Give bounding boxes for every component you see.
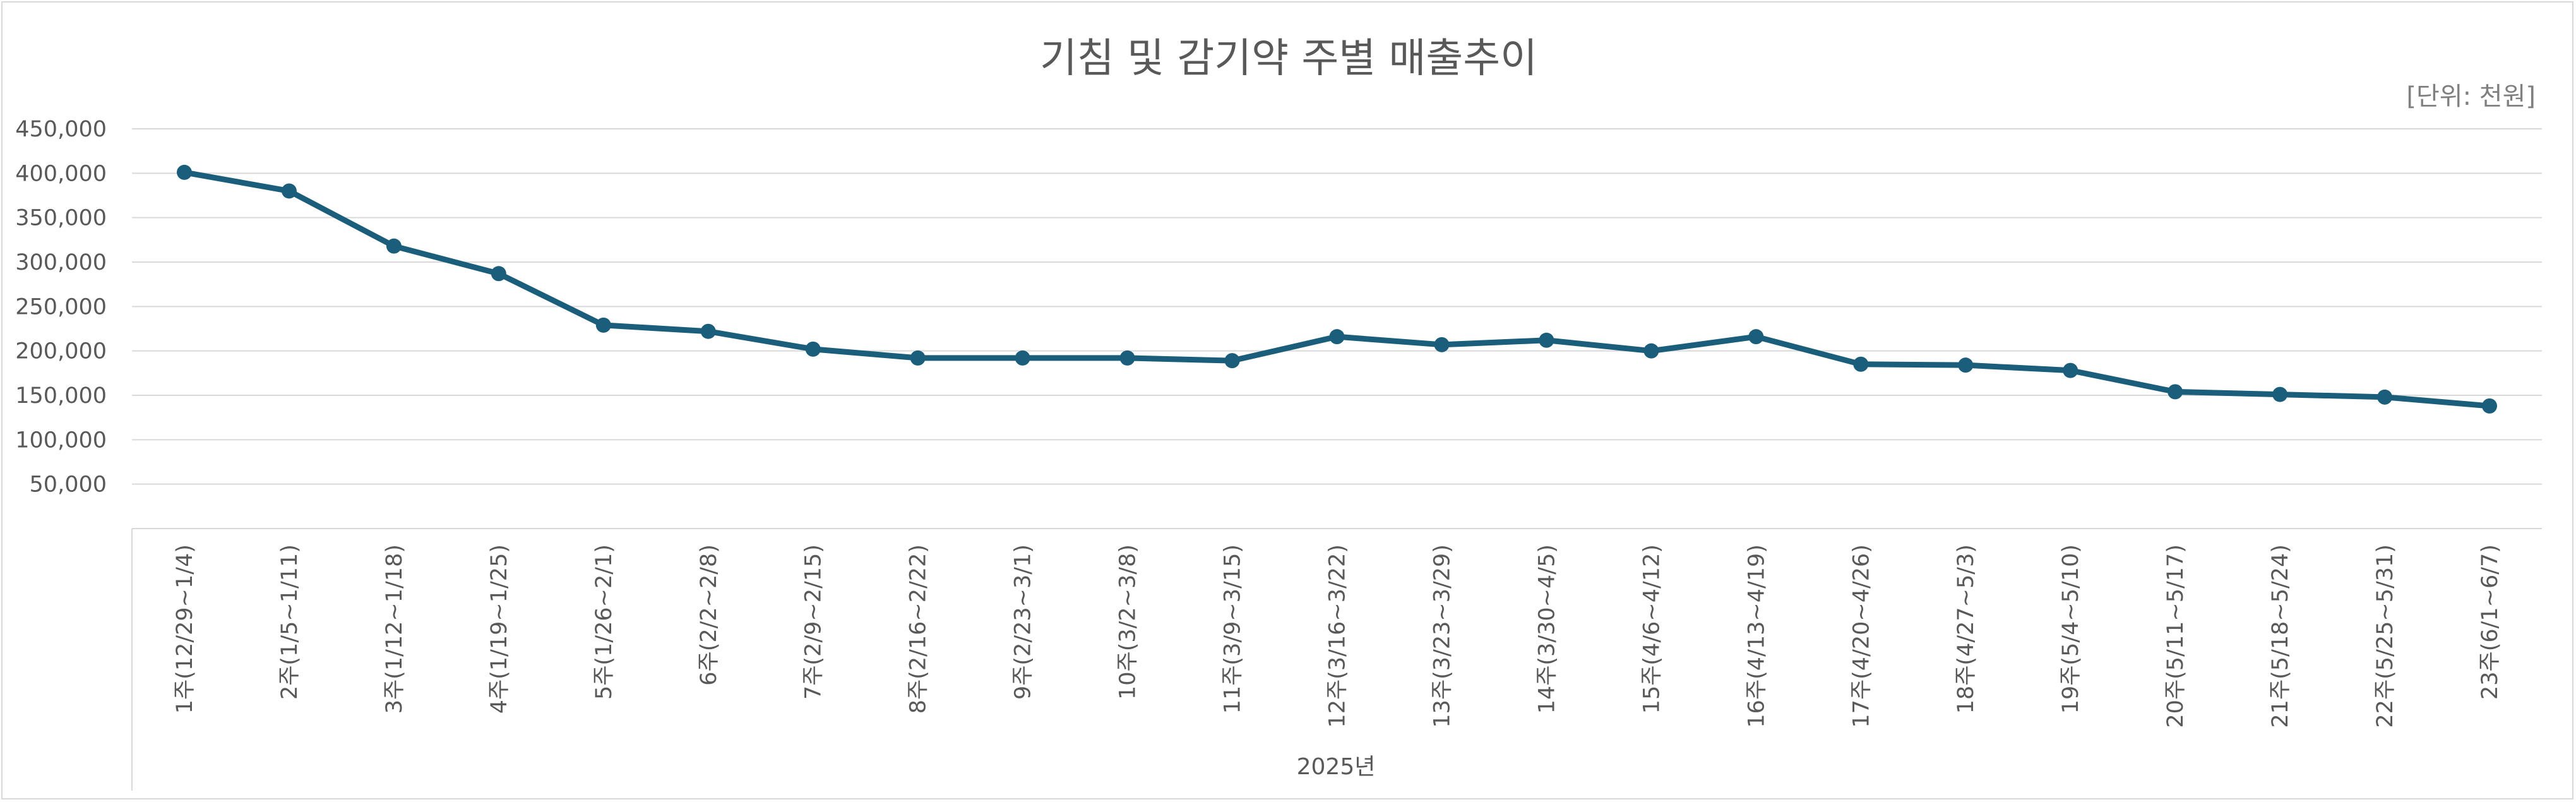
data-point: [1748, 329, 1764, 345]
data-point: [1224, 353, 1240, 369]
data-point: [1119, 350, 1135, 366]
y-tick-label: 250,000: [15, 294, 107, 320]
y-tick-label: 100,000: [15, 428, 107, 453]
x-tick-label: 18주(4/27~5/3): [1953, 544, 1979, 714]
x-tick-label: 17주(4/20~4/26): [1849, 544, 1874, 728]
series-polyline: [181, 169, 2493, 409]
chart-title: 기침 및 감기약 주별 매출추이: [1040, 35, 1537, 82]
y-tick-label: 350,000: [15, 206, 107, 231]
x-tick-label: 19주(5/4~5/10): [2058, 544, 2084, 714]
y-tick-label: 400,000: [15, 161, 107, 186]
x-tick-label: 12주(3/16~3/22): [1325, 544, 1351, 728]
unit-note: [단위: 천원]: [2406, 82, 2536, 111]
data-point: [1015, 350, 1030, 366]
y-tick-label: 200,000: [15, 339, 107, 364]
data-point: [2377, 389, 2393, 405]
x-tick-label: 14주(3/30~4/5): [1534, 544, 1559, 714]
series-line: [176, 164, 2498, 414]
data-point: [176, 164, 192, 180]
x-tick-label: 21주(5/18~5/24): [2268, 544, 2293, 728]
data-point: [2063, 362, 2078, 378]
x-tick-label: 10주(3/2~3/8): [1116, 544, 1141, 700]
x-tick-label: 3주(1/12~1/18): [382, 544, 407, 714]
x-tick-label: 20주(5/11~5/17): [2163, 544, 2188, 728]
x-tick-label: 7주(2/9~2/15): [801, 544, 826, 700]
x-tick-label: 16주(4/13~4/19): [1744, 544, 1769, 728]
x-tick-label: 6주(2/2~2/8): [696, 544, 722, 686]
line-chart: 기침 및 감기약 주별 매출추이 [단위: 천원] 450,000 400,000…: [15, 35, 2542, 791]
data-point: [386, 238, 402, 254]
data-point: [281, 183, 297, 199]
x-tick-label: 8주(2/16~2/22): [906, 544, 931, 714]
data-point: [491, 266, 506, 282]
x-tick-label: 23주(6/1~6/7): [2478, 544, 2503, 700]
x-tick-label: 13주(3/23~3/29): [1429, 544, 1455, 728]
x-axis: 1주(12/29~1/4) 2주(1/5~1/11) 3주(1/12~1/18) 4주…: [131, 528, 2542, 791]
data-point: [595, 317, 611, 333]
y-tick-label: 50,000: [30, 472, 107, 498]
gridlines: [132, 128, 2542, 485]
y-tick-label: 300,000: [15, 250, 107, 275]
x-tick-label: 2주(1/5~1/11): [277, 544, 302, 700]
x-tick-label: 4주(1/19~1/25): [487, 544, 512, 714]
data-point: [2168, 384, 2183, 400]
x-tick-label: 1주(12/29~1/4): [172, 544, 198, 714]
data-point: [1853, 356, 1869, 372]
y-tick-label: 450,000: [15, 117, 107, 142]
x-tick-label: 11주(3/9~3/15): [1220, 544, 1246, 714]
data-point: [700, 323, 716, 339]
x-tick-label: 15주(4/6~4/12): [1639, 544, 1664, 714]
y-tick-label: 150,000: [15, 383, 107, 409]
data-point: [1958, 357, 1974, 373]
y-axis-ticks: 450,000 400,000 350,000 300,000 250,000 200,0…: [15, 117, 107, 498]
data-point: [1434, 337, 1450, 352]
data-point: [805, 341, 821, 357]
x-tick-label: 9주(2/23~3/1): [1011, 544, 1036, 700]
x-axis-title: 2025년: [1297, 754, 1376, 780]
data-point: [2272, 386, 2288, 402]
data-point: [1643, 343, 1659, 359]
data-point: [2482, 398, 2498, 414]
data-point: [910, 350, 926, 366]
x-tick-label: 5주(1/26~2/1): [592, 544, 617, 700]
data-point: [1539, 332, 1554, 348]
data-point: [1329, 329, 1345, 345]
x-tick-label: 22주(5/25~5/31): [2373, 544, 2398, 728]
